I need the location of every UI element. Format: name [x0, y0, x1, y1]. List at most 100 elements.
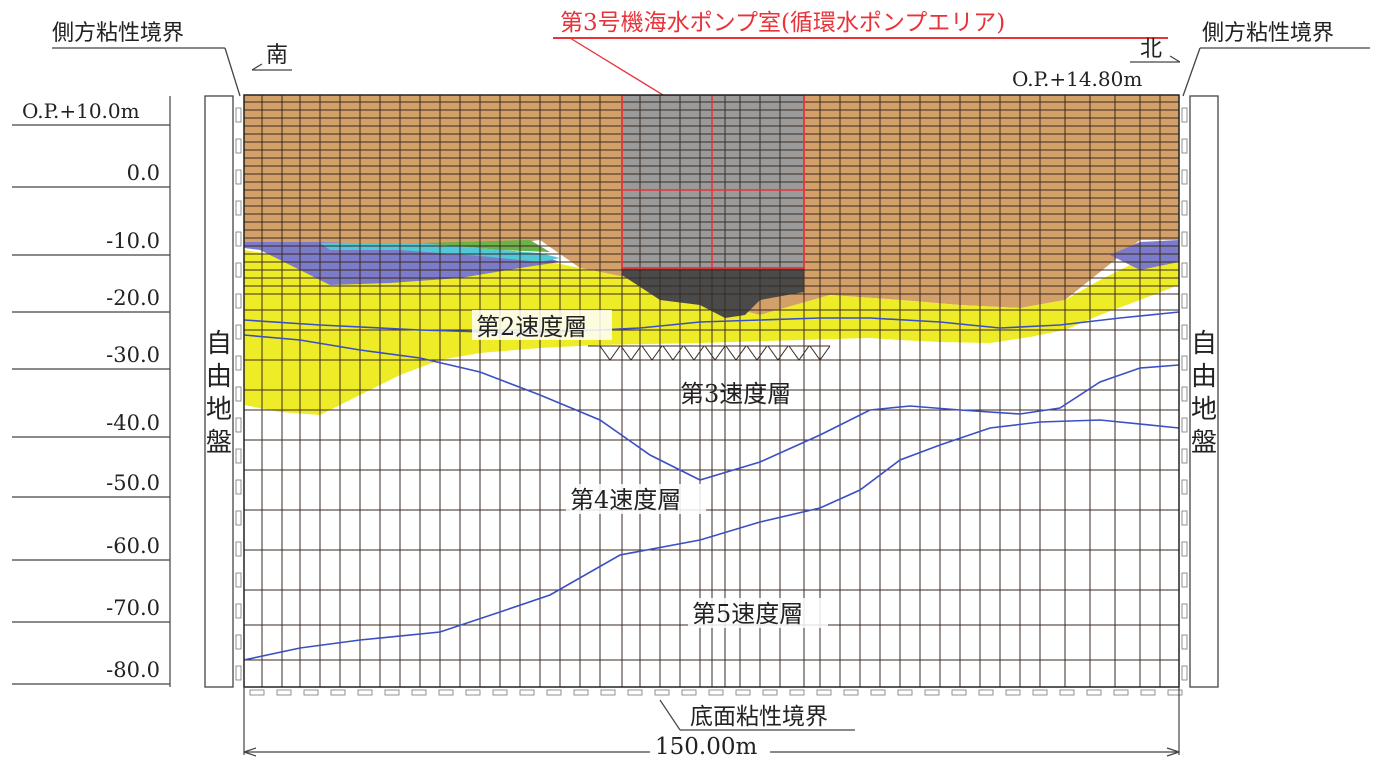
damper-bottom — [438, 689, 454, 696]
damper-right — [1181, 200, 1188, 216]
damper-bottom — [249, 689, 265, 696]
damper-left — [235, 603, 242, 619]
free-field-char: 由 — [1191, 362, 1217, 392]
damper-bottom — [870, 689, 886, 696]
damper-bottom — [924, 689, 940, 696]
damper-right — [1181, 324, 1188, 340]
damper-bottom — [303, 689, 319, 696]
fem-mesh — [244, 95, 1179, 687]
damper-bottom — [816, 689, 832, 696]
layer-4-label: 第4速度層 — [570, 486, 681, 514]
damper-bottom — [1032, 689, 1048, 696]
damper-bottom — [1167, 689, 1183, 696]
pile-triangle — [599, 345, 621, 361]
pile-triangle — [746, 345, 768, 361]
elevation-axis: 0.0 -10.0 -20.0 -30.0 -40.0 -50.0 -60.0 -70.0 -8… — [12, 161, 170, 685]
dimension-arrow-left-icon — [243, 747, 257, 757]
damper-left — [235, 293, 242, 309]
damper-bottom — [465, 689, 481, 696]
elevation-top-left: O.P.+10.0m — [22, 99, 140, 123]
damper-bottom — [897, 689, 913, 696]
damper-right — [1181, 293, 1188, 309]
damper-bottom — [789, 689, 805, 696]
purple-layer-north — [1110, 240, 1179, 270]
north-arrow-icon — [1130, 55, 1181, 63]
axis-tick-label: -50.0 — [106, 471, 160, 495]
free-field-char: 地 — [1191, 395, 1217, 425]
bottom-boundary-leader — [659, 699, 681, 731]
direction-north-label: 北 — [1140, 37, 1162, 62]
boundary-3-4 — [244, 334, 1179, 481]
axis-tick-label: -20.0 — [106, 286, 160, 310]
pile-triangle — [683, 345, 705, 361]
width-label-bg — [650, 736, 770, 756]
damper-bottom — [546, 689, 562, 696]
pile-triangle — [788, 345, 810, 361]
axis-tick-label: -30.0 — [106, 343, 160, 367]
axis-tick-label: -60.0 — [106, 534, 160, 558]
damper-left — [235, 138, 242, 154]
damper-bottom — [681, 689, 697, 696]
axis-tick-label: -70.0 — [106, 596, 160, 620]
damper-bottom — [357, 689, 373, 696]
direction-south-label: 南 — [266, 43, 288, 68]
pump-room-base — [622, 268, 804, 318]
damper-right — [1181, 665, 1188, 681]
layer-3-label: 第3速度層 — [680, 380, 791, 408]
free-field-char: 自 — [206, 329, 232, 359]
free-field-char: 地 — [206, 395, 232, 425]
damper-bottom — [1059, 689, 1075, 696]
layer-2-label-bg — [472, 310, 612, 340]
damper-bottom — [492, 689, 508, 696]
damper-bottom — [1005, 689, 1021, 696]
layer-5-label: 第5速度層 — [692, 600, 803, 628]
pile-triangle — [662, 345, 684, 361]
damper-bottom — [843, 689, 859, 696]
damper-right — [1181, 510, 1188, 526]
pile-triangle — [620, 345, 642, 361]
viscous-dampers — [235, 107, 1188, 696]
boundary-4-5 — [244, 419, 1179, 661]
axis-tick-label: 0.0 — [127, 161, 160, 185]
free-field-char: 盤 — [206, 428, 232, 458]
pile-triangle — [641, 345, 663, 361]
damper-right — [1181, 603, 1188, 619]
side-boundary-label-right: 側方粘性境界 — [1202, 21, 1334, 46]
damper-bottom — [654, 689, 670, 696]
elevation-top-right: O.P.+14.80m — [1012, 67, 1142, 91]
free-field-char: 由 — [206, 362, 232, 392]
damper-bottom — [519, 689, 535, 696]
damper-bottom — [627, 689, 643, 696]
axis-tick-label: -40.0 — [106, 411, 160, 435]
damper-right — [1181, 417, 1188, 433]
bottom-boundary-label: 底面粘性境界 — [690, 704, 828, 730]
damper-right — [1181, 231, 1188, 247]
damper-bottom — [573, 689, 589, 696]
damper-right — [1181, 169, 1188, 185]
damper-right — [1181, 262, 1188, 278]
layer-2-label: 第2速度層 — [476, 313, 587, 341]
free-field-column-left — [204, 95, 234, 688]
damper-bottom — [1140, 689, 1156, 696]
dimension-arrow-right-icon — [1166, 747, 1180, 757]
damper-left — [235, 417, 242, 433]
damper-left — [235, 448, 242, 464]
south-arrow-icon — [251, 63, 292, 71]
damper-right — [1181, 386, 1188, 402]
damper-bottom — [330, 689, 346, 696]
damper-right — [1181, 355, 1188, 371]
free-field-char: 自 — [1191, 329, 1217, 359]
damper-right — [1181, 634, 1188, 650]
boundary-2-3-upper — [244, 311, 1179, 334]
damper-left — [235, 262, 242, 278]
damper-left — [235, 510, 242, 526]
axis-tick-label: -10.0 — [106, 229, 160, 253]
damper-left — [235, 479, 242, 495]
damper-bottom — [951, 689, 967, 696]
damper-right — [1181, 541, 1188, 557]
layer-4-label-bg — [566, 484, 706, 514]
damper-bottom — [276, 689, 292, 696]
damper-left — [235, 169, 242, 185]
